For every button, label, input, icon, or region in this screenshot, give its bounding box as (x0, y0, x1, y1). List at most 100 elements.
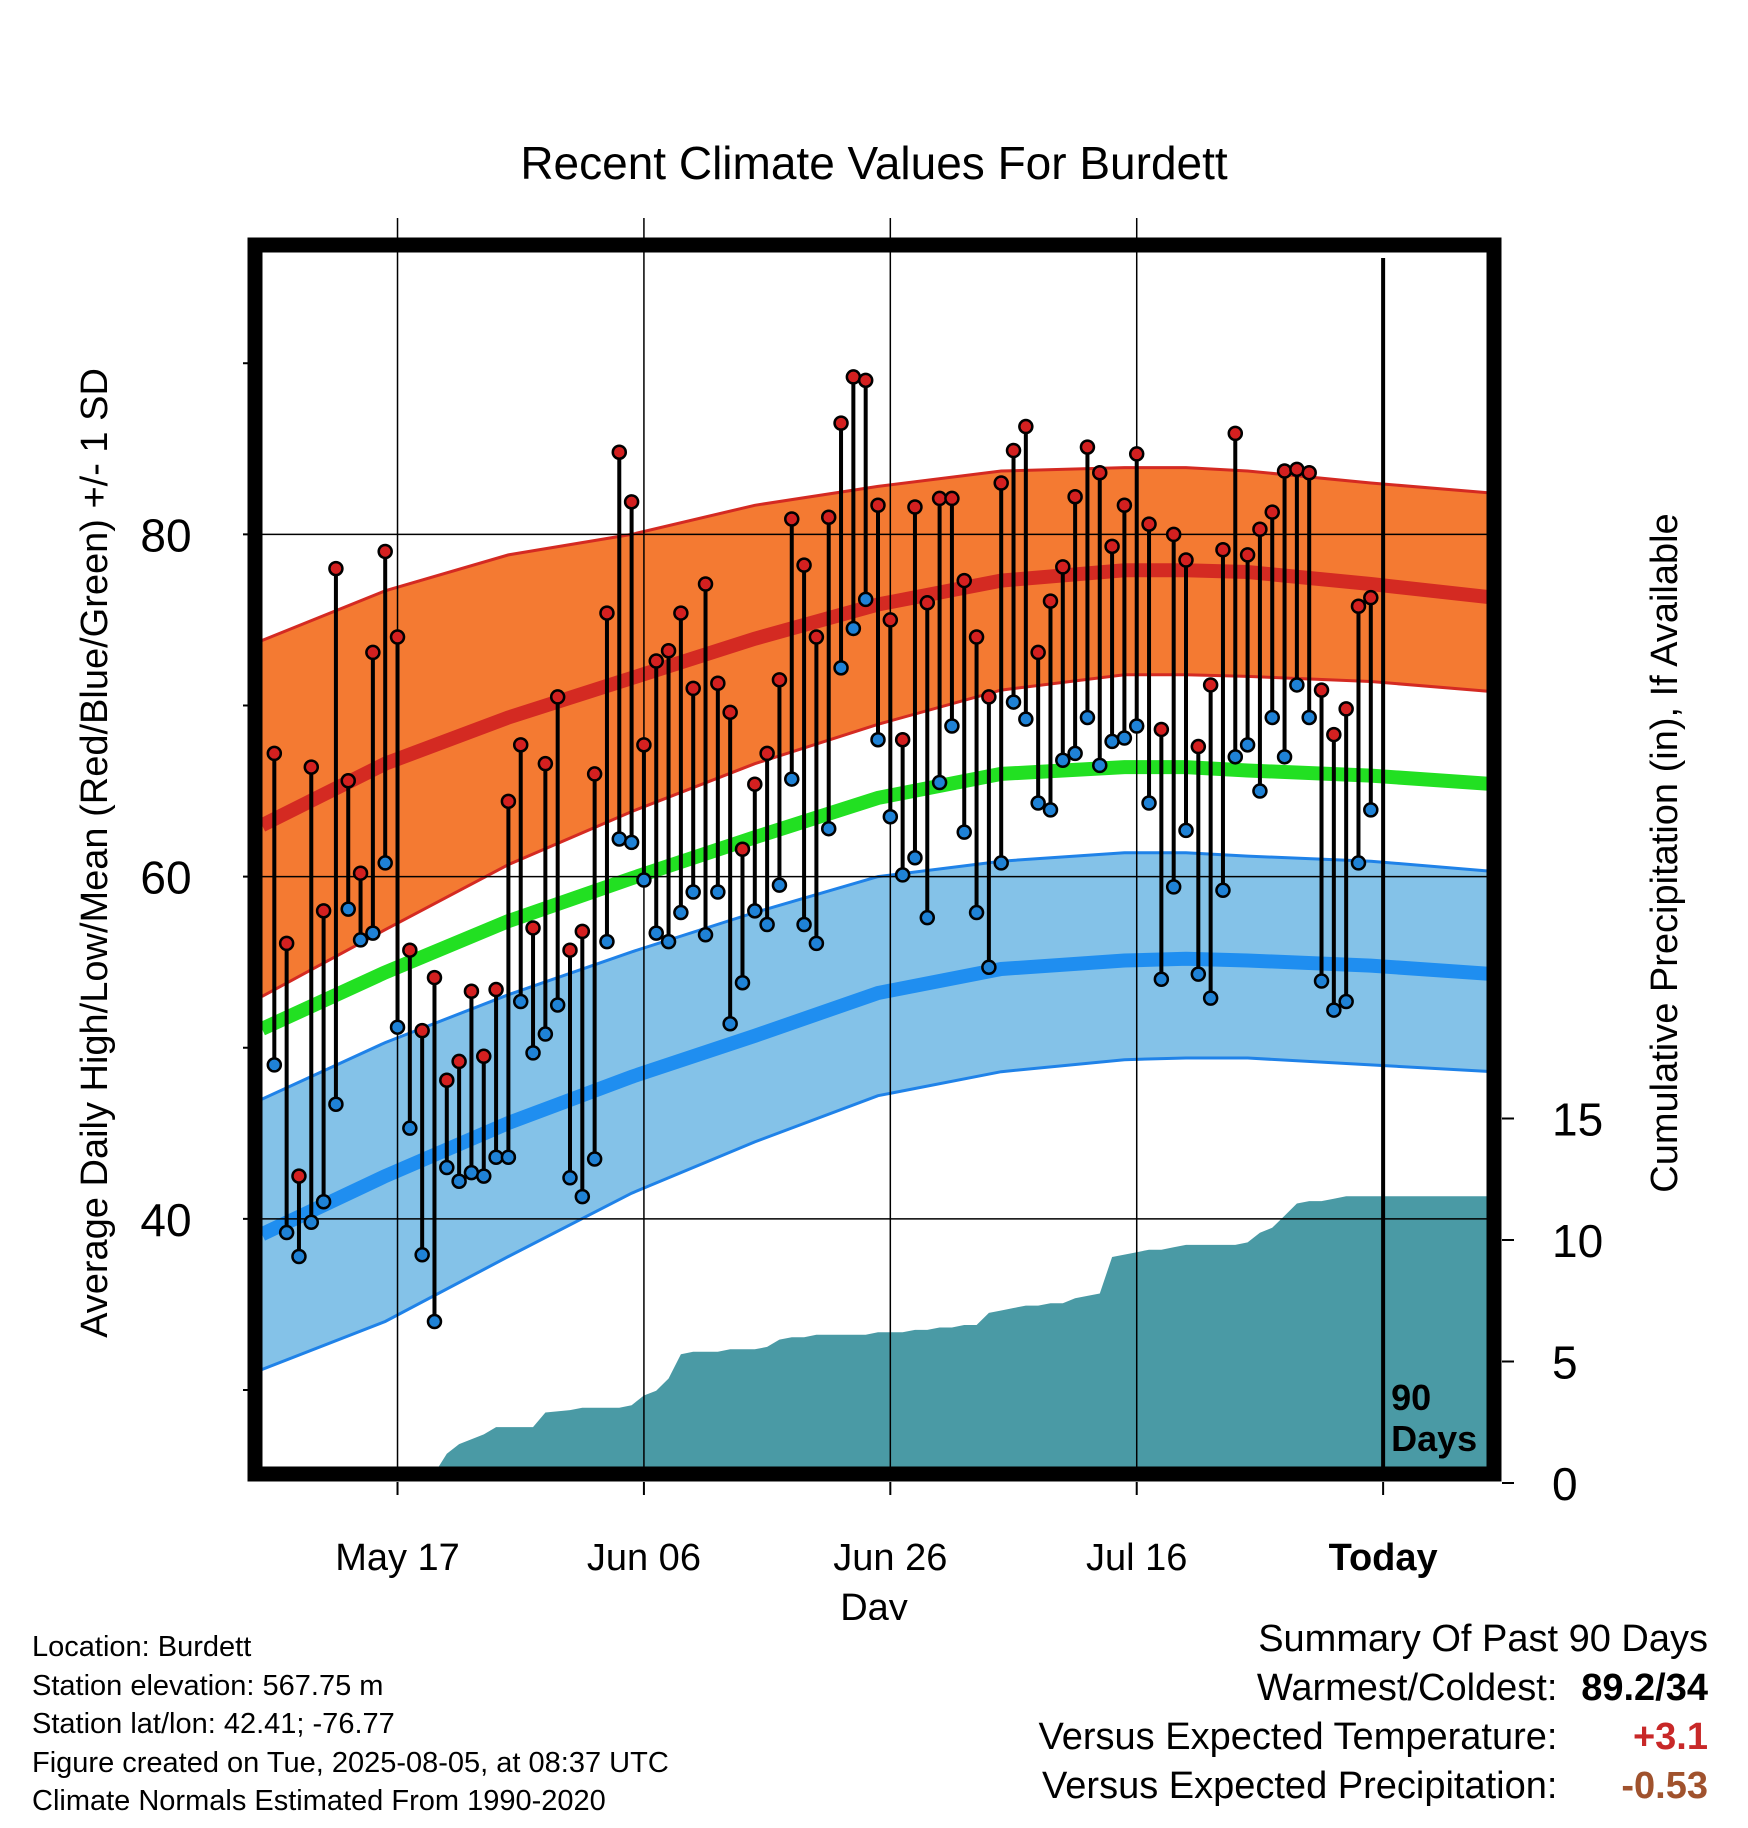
low-point (1104, 733, 1120, 750)
high-point (857, 372, 874, 389)
low-point (599, 933, 615, 950)
high-point (697, 576, 714, 592)
low-point (894, 867, 911, 883)
low-point (907, 850, 923, 866)
precip-area (438, 1196, 1494, 1467)
low-point (1350, 855, 1367, 871)
high-point (512, 737, 529, 753)
high-point (1178, 552, 1194, 568)
high-point (1301, 465, 1317, 481)
high-point (451, 1053, 467, 1070)
high-point (303, 759, 320, 775)
low-point (451, 1173, 467, 1189)
high-point (377, 543, 393, 560)
low-point (784, 771, 800, 787)
high-point (426, 969, 443, 986)
y2-tick-label: 15 (1552, 1094, 1603, 1146)
low-point (882, 808, 899, 825)
low-point (944, 718, 960, 734)
summary-label: Warmest/Coldest: (1256, 1667, 1558, 1709)
high-point (525, 920, 541, 936)
high-point (549, 689, 566, 705)
high-point (340, 773, 356, 789)
summary-label: Versus Expected Temperature: (1038, 1716, 1558, 1758)
summary-value: -0.53 (1621, 1765, 1708, 1807)
info-normals: Climate Normals Estimated From 1990-2020 (32, 1785, 606, 1817)
low-point (1215, 882, 1231, 899)
high-point (660, 642, 677, 659)
high-point (673, 605, 689, 621)
low-point (1264, 709, 1280, 726)
low-point (1252, 783, 1268, 799)
low-point (857, 591, 874, 608)
low-point (623, 834, 640, 851)
high-point (1252, 521, 1268, 537)
y-axis-label: Average Daily High/Low/Mean (Red/Blue/Gr… (74, 368, 116, 1338)
high-point (648, 653, 664, 669)
high-point (1141, 516, 1157, 532)
summary-row-warmest: Warmest/Coldest: 89.2/34 (1039, 1667, 1708, 1716)
high-point (402, 942, 418, 958)
low-point (1042, 802, 1059, 818)
high-point (278, 935, 295, 952)
high-point (919, 595, 936, 611)
low-point (685, 884, 701, 900)
low-point (1276, 749, 1293, 765)
high-point (808, 629, 825, 645)
high-point (845, 369, 862, 385)
x-tick-label: Today (1329, 1537, 1438, 1579)
high-point (734, 841, 751, 857)
low-point (771, 877, 788, 893)
low-point (660, 933, 677, 950)
low-point (1289, 677, 1305, 693)
low-point (476, 1168, 492, 1184)
low-point (710, 884, 726, 900)
high-point (1289, 461, 1305, 478)
low-point (1326, 1002, 1342, 1018)
low-point (919, 909, 936, 926)
climate-chart: Recent Climate Values For Burdett 90Days… (74, 137, 1686, 1620)
low-point (414, 1247, 430, 1263)
high-point (833, 415, 849, 431)
low-point (697, 927, 714, 943)
high-point (586, 766, 603, 782)
low-point (291, 1248, 307, 1265)
low-upper-edge (262, 851, 1494, 1101)
low-point (562, 1170, 578, 1186)
y2-tick-label: 0 (1552, 1458, 1578, 1510)
high-point (500, 793, 517, 810)
low-point (968, 904, 985, 921)
y2-tick-label: 10 (1552, 1215, 1603, 1267)
high-point (931, 490, 948, 507)
high-point (1338, 701, 1354, 717)
high-point (894, 731, 911, 748)
summary-heading: Summary Of Past 90 Days (1258, 1618, 1708, 1660)
low-point (808, 935, 825, 952)
low-point (303, 1214, 320, 1231)
high-point (771, 672, 788, 688)
low-point (1141, 795, 1157, 811)
low-point (512, 993, 529, 1010)
high-point (1363, 589, 1379, 606)
low-point (993, 855, 1009, 871)
high-point (1350, 598, 1367, 614)
x-tick-label: Jun 26 (833, 1537, 947, 1579)
low-point (549, 997, 566, 1013)
high-point (574, 923, 591, 940)
high-point (907, 499, 923, 515)
low-point (463, 1164, 480, 1181)
info-created: Figure created on Tue, 2025-08-05, at 08… (32, 1746, 669, 1779)
high-point (315, 903, 332, 919)
high-point (476, 1048, 492, 1065)
low-point (377, 855, 393, 871)
low-point (1190, 966, 1207, 982)
high-point (537, 755, 554, 772)
low-point (1055, 752, 1071, 768)
high-point (882, 612, 899, 628)
high-point (1215, 542, 1231, 558)
summary-value: +3.1 (1632, 1716, 1708, 1758)
summary-panel: Summary Of Past 90 Days Warmest/Coldest:… (1039, 1618, 1708, 1814)
high-point (685, 680, 701, 697)
low-point (1301, 709, 1317, 726)
high-point (636, 737, 652, 753)
